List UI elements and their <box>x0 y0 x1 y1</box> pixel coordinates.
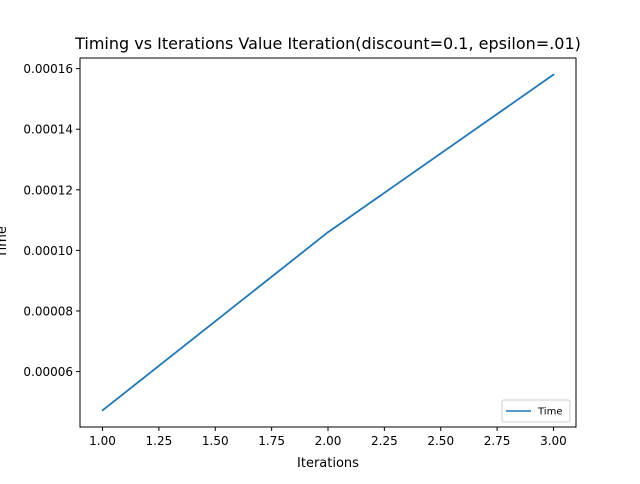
plot-frame <box>79 57 577 428</box>
y-tick-label: 0.00016 <box>23 62 73 76</box>
data-point <box>552 73 555 76</box>
legend: Time <box>501 399 571 423</box>
x-tick-label: 2.50 <box>427 434 454 448</box>
x-axis-label: Iterations <box>297 456 359 471</box>
legend-box <box>501 399 571 423</box>
x-tick-label: 1.25 <box>146 434 173 448</box>
legend-label: Time <box>537 407 562 418</box>
series-layer <box>101 73 555 412</box>
y-tick-label: 0.00006 <box>23 365 73 379</box>
data-point <box>327 231 329 234</box>
x-tick-label: 2.00 <box>315 434 342 448</box>
y-tick-label: 0.00012 <box>23 183 73 197</box>
y-axis-ticks: 0.00006 0.00008 0.00010 0.00012 0.00014 0.000… <box>23 62 80 379</box>
x-tick-label: 1.00 <box>89 434 116 448</box>
x-tick-label: 3.00 <box>540 434 567 448</box>
y-axis-label: Time <box>0 226 10 259</box>
x-axis-ticks: 1.00 1.25 1.50 1.75 2.00 2.25 2.50 2.75 3.00 <box>89 427 567 448</box>
y-tick-label: 0.00014 <box>23 123 73 137</box>
x-tick-label: 2.75 <box>484 434 511 448</box>
data-point <box>101 409 104 412</box>
y-tick-label: 0.00008 <box>23 304 73 318</box>
x-tick-label: 2.25 <box>371 434 398 448</box>
chart-title: Timing vs Iterations Value Iteration(dis… <box>74 34 581 53</box>
y-tick-label: 0.00010 <box>23 244 73 258</box>
x-tick-label: 1.75 <box>258 434 285 448</box>
x-tick-label: 1.50 <box>202 434 229 448</box>
